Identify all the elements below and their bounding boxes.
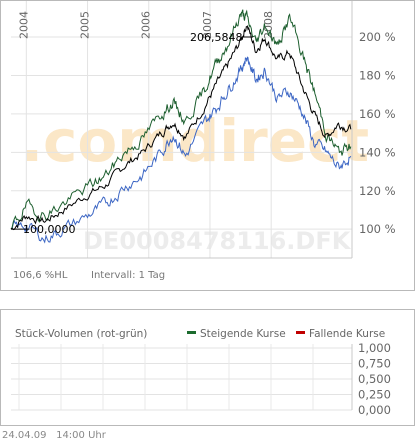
price-chart-svg: .comdirect DE0008478116.DFK 100 % 120 % 140 … — [10, 1, 396, 259]
start-label: 100,0000 — [23, 223, 76, 236]
legend-label-falling: Fallende Kurse — [309, 328, 385, 340]
x-tick-label: 2005 — [79, 11, 92, 39]
max-label: 206,5848 — [190, 31, 243, 44]
x-tick-label: 2008 — [262, 11, 275, 39]
y-tick-label: 180 % — [359, 68, 396, 82]
y-tick-label: 200 % — [359, 30, 396, 44]
price-chart-panel: .comdirect DE0008478116.DFK 100 % 120 % 140 … — [0, 0, 415, 291]
series-line — [10, 56, 352, 244]
volume-y-tick-label: 0,750 — [358, 357, 391, 371]
x-tick-label: 2004 — [17, 11, 30, 39]
chart-timestamp: 24.04.09 14:00 Uhr — [2, 430, 106, 441]
x-tick-label: 2007 — [201, 11, 214, 39]
watermark-isin: DE0008478116.DFK — [83, 227, 352, 255]
watermark-brand: .comdirect — [21, 107, 369, 175]
legend-swatch-rising — [187, 331, 196, 334]
volume-y-tick-label: 0,000 — [358, 403, 391, 417]
legend-swatch-falling — [296, 331, 305, 334]
volume-title: Stück-Volumen (rot-grün) — [15, 328, 147, 340]
series-line — [10, 9, 352, 230]
volume-chart-panel: Stück-Volumen (rot-grün) Steigende Kurse F… — [0, 309, 415, 426]
y-tick-label: 140 % — [359, 145, 396, 159]
volume-chart-svg: Stück-Volumen (rot-grün) Steigende Kurse F… — [11, 328, 391, 417]
legend-label-rising: Steigende Kurse — [200, 328, 286, 340]
chart-interval-label: Intervall: 1 Tag — [91, 270, 166, 281]
x-tick-label: 2006 — [140, 11, 153, 39]
y-tick-label: 160 % — [359, 107, 396, 121]
y-tick-label: 120 % — [359, 184, 396, 198]
chart-scale-label: 106,6 %HL — [13, 270, 68, 281]
series-line — [10, 25, 352, 231]
footer-date: 24.04.09 — [2, 430, 47, 441]
y-tick-label: 100 % — [359, 222, 396, 236]
footer-time: 14:00 Uhr — [56, 430, 106, 441]
volume-y-tick-label: 1,000 — [358, 341, 391, 355]
volume-y-tick-label: 0,250 — [358, 388, 391, 402]
volume-y-tick-label: 0,500 — [358, 372, 391, 386]
